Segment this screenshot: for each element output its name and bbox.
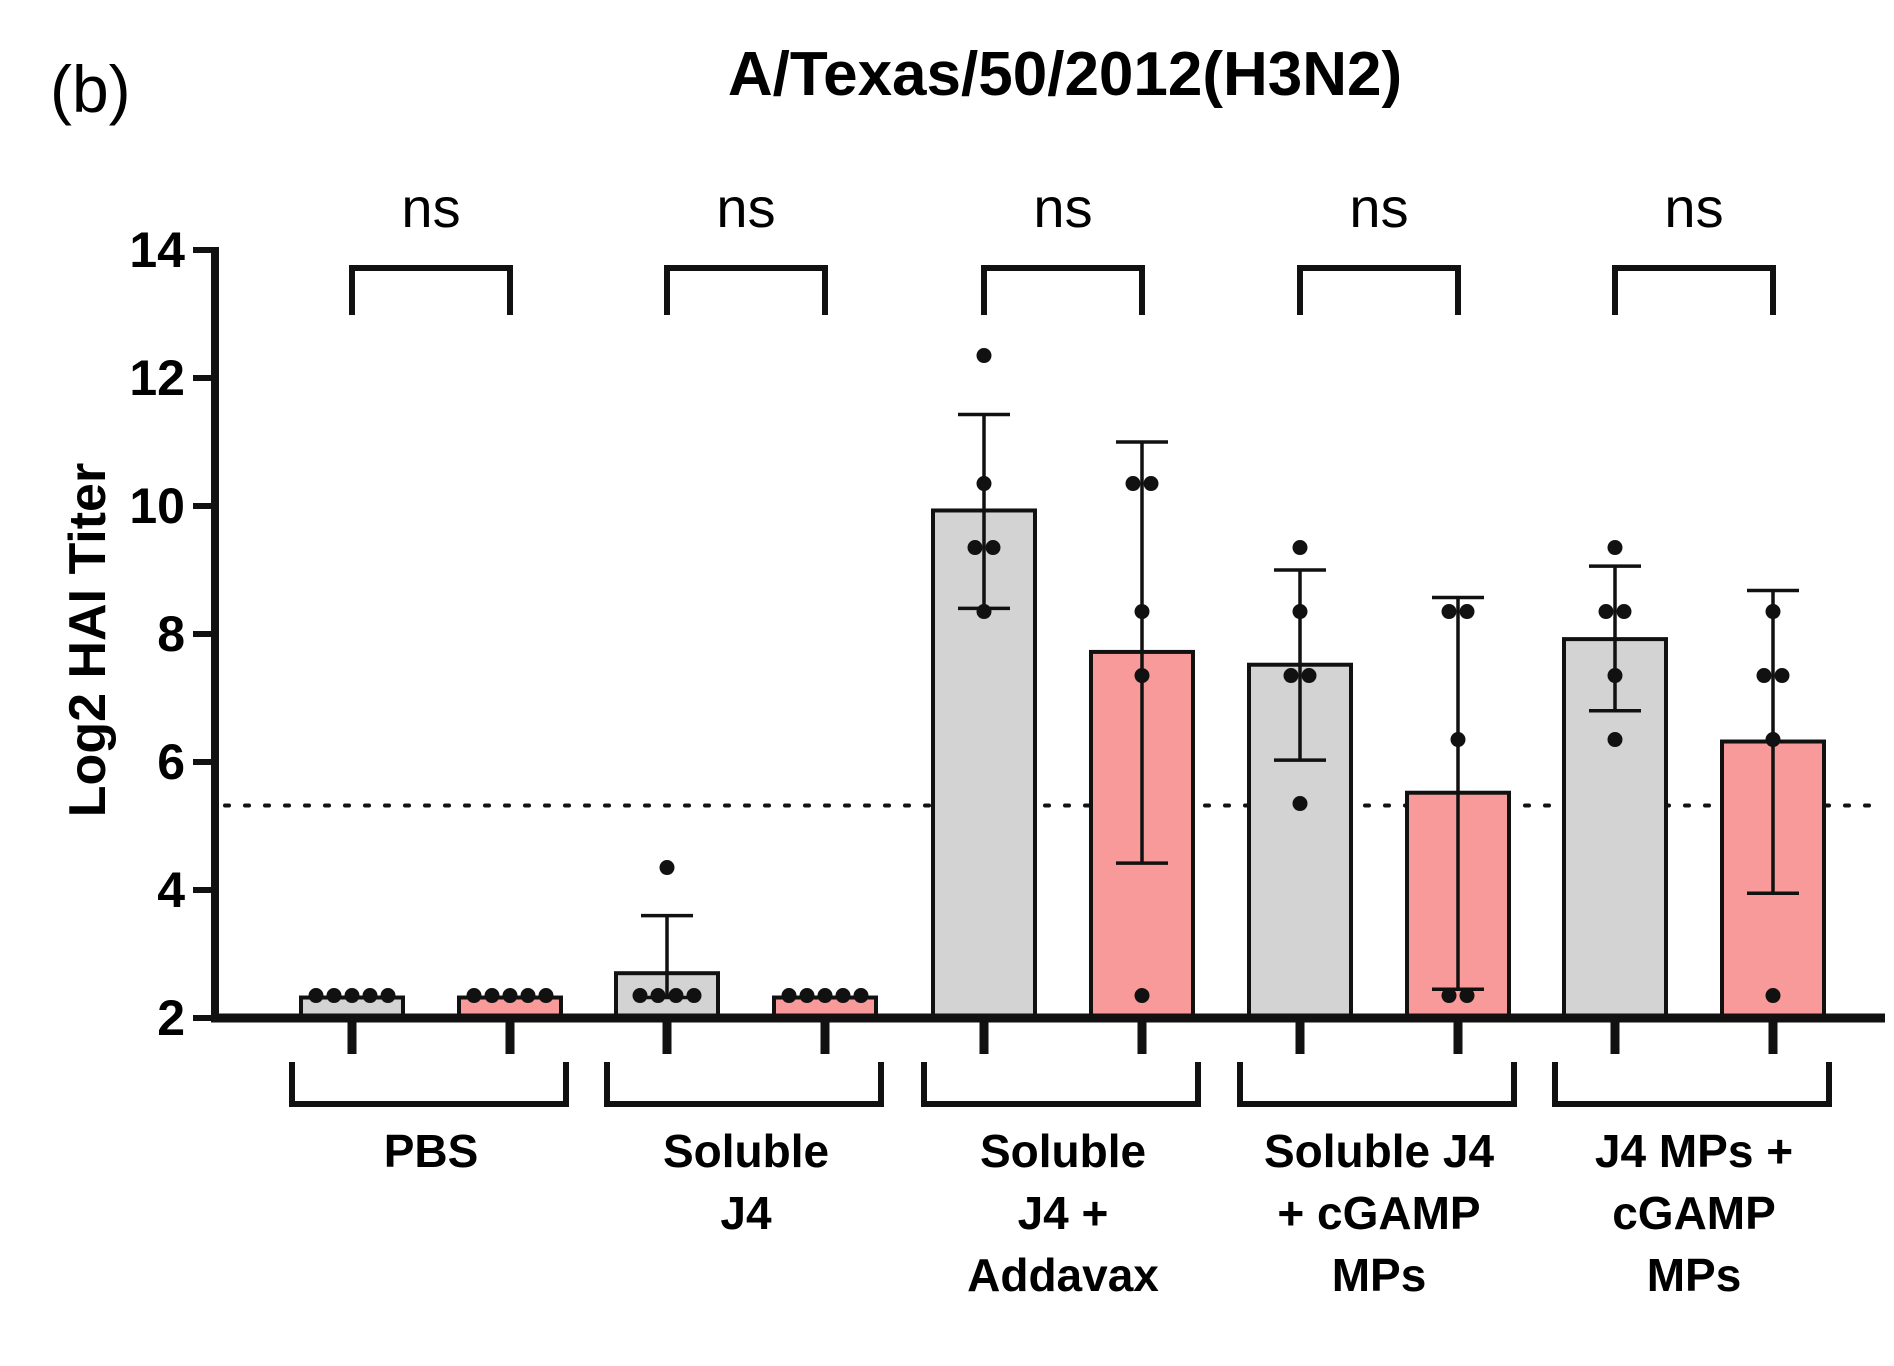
y-tick-label: 8	[157, 606, 185, 662]
data-point	[520, 988, 536, 1004]
y-tick-label: 10	[129, 478, 185, 534]
data-point	[781, 988, 797, 1004]
significance-label: ns	[1033, 176, 1092, 239]
data-point	[466, 988, 482, 1004]
data-point	[1756, 668, 1772, 684]
group-label-line: Addavax	[967, 1249, 1159, 1301]
bars-layer	[299, 508, 1826, 1021]
group-label-line: J4	[720, 1187, 772, 1239]
data-point	[650, 988, 666, 1004]
data-point	[976, 348, 992, 364]
group-label-line: Soluble	[980, 1125, 1146, 1177]
group-bracket	[1552, 1062, 1832, 1107]
data-point	[1765, 988, 1781, 1004]
data-point	[380, 988, 396, 1004]
data-point	[1616, 604, 1632, 620]
data-point	[1459, 988, 1475, 1004]
error-bars-layer	[641, 412, 1799, 1000]
group-label-line: + cGAMP	[1277, 1187, 1480, 1239]
significance-label: ns	[1664, 176, 1723, 239]
data-point	[1607, 540, 1623, 556]
group-label-line: PBS	[384, 1125, 479, 1177]
data-point	[1459, 604, 1475, 620]
significance-label: ns	[716, 176, 775, 239]
group-label-line: J4 +	[1018, 1187, 1109, 1239]
data-point	[799, 988, 815, 1004]
group-bracket	[289, 1062, 569, 1107]
data-point	[1134, 604, 1150, 620]
data-point	[344, 988, 360, 1004]
data-point	[1765, 604, 1781, 620]
group-label-line: Soluble J4	[1264, 1125, 1494, 1177]
y-tick-label: 6	[157, 734, 185, 790]
data-point	[1283, 668, 1299, 684]
significance-bracket	[349, 265, 513, 315]
data-point	[1607, 732, 1623, 748]
y-tick-label: 2	[157, 990, 185, 1046]
data-point	[835, 988, 851, 1004]
data-point	[686, 988, 702, 1004]
chart-title: A/Texas/50/2012(H3N2)	[728, 40, 1402, 109]
significance-bracket	[664, 265, 828, 315]
data-point	[985, 540, 1001, 556]
data-point	[853, 988, 869, 1004]
data-point	[1292, 604, 1308, 620]
data-point	[632, 988, 648, 1004]
data-point	[538, 988, 554, 1004]
data-point	[1765, 732, 1781, 748]
data-point	[502, 988, 518, 1004]
data-point	[1125, 476, 1141, 492]
data-point	[967, 540, 983, 556]
data-point	[1441, 988, 1457, 1004]
group-label-line: MPs	[1647, 1249, 1742, 1301]
y-tick-label: 12	[129, 350, 185, 406]
labels-layer: 2 4 6 8 10 12 14 ns PBS ns Soluble J4 ns Soluble J4 + A…	[129, 176, 1793, 1301]
data-point	[1598, 604, 1614, 620]
data-point	[308, 988, 324, 1004]
data-point	[326, 988, 342, 1004]
data-point	[1292, 540, 1308, 556]
data-point	[1134, 668, 1150, 684]
significance-bracket	[1297, 265, 1461, 315]
data-point	[1450, 732, 1466, 748]
data-point	[976, 604, 992, 620]
data-point	[668, 988, 684, 1004]
data-point	[362, 988, 378, 1004]
data-point	[1774, 668, 1790, 684]
significance-label: ns	[1349, 176, 1408, 239]
significance-label: ns	[401, 176, 460, 239]
data-point	[817, 988, 833, 1004]
group-label-line: Soluble	[663, 1125, 829, 1177]
significance-bracket	[981, 265, 1145, 315]
group-bracket	[921, 1062, 1201, 1107]
significance-bracket	[1612, 265, 1776, 315]
y-tick-label: 4	[157, 862, 185, 918]
data-point	[1292, 796, 1308, 812]
data-point	[1607, 668, 1623, 684]
group-label-line: MPs	[1332, 1249, 1427, 1301]
data-point	[1143, 476, 1159, 492]
group-bracket	[1237, 1062, 1517, 1107]
y-tick-label: 14	[129, 222, 185, 278]
panel-label: (b)	[50, 52, 131, 126]
group-bracket	[604, 1062, 884, 1107]
group-label-line: cGAMP	[1612, 1187, 1776, 1239]
data-point	[1301, 668, 1317, 684]
points-layer	[308, 348, 1790, 1004]
data-point	[1441, 604, 1457, 620]
data-point	[976, 476, 992, 492]
data-point	[659, 860, 675, 876]
data-point	[484, 988, 500, 1004]
group-label-line: J4 MPs +	[1595, 1125, 1793, 1177]
y-axis-label: Log2 HAI Titer	[59, 463, 117, 817]
axes-layer	[193, 247, 1885, 1107]
data-point	[1134, 988, 1150, 1004]
